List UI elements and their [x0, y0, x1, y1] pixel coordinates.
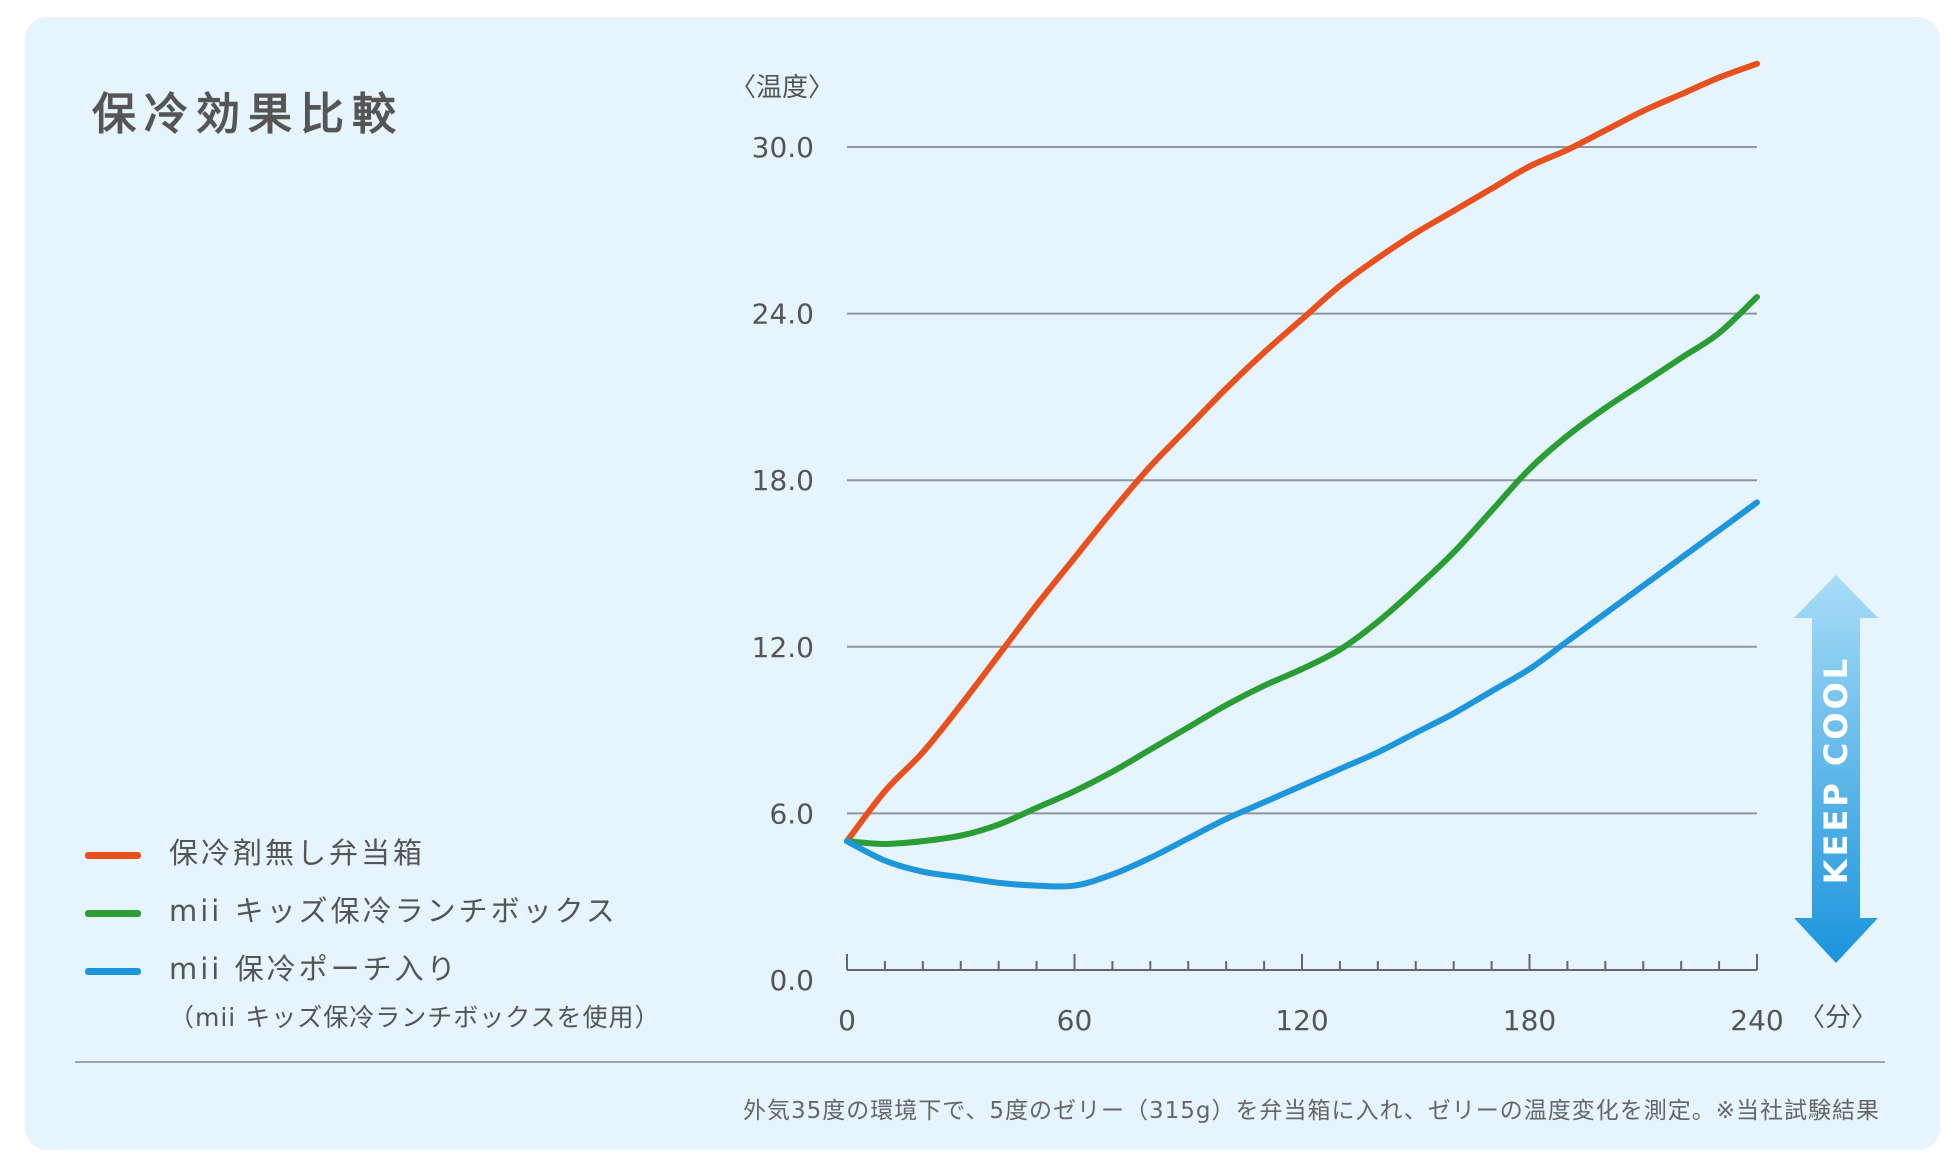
- x-tick-label: 120: [1275, 1004, 1328, 1037]
- y-axis-label: 〈温度〉: [730, 73, 834, 103]
- y-tick-label: 24.0: [752, 298, 814, 331]
- chart-series: [844, 60, 1760, 890]
- keep-cool-badge: KEEP COOL: [1794, 575, 1878, 963]
- legend-label: 保冷剤無し弁当箱: [169, 836, 426, 870]
- page-title: 保冷効果比較: [92, 89, 404, 140]
- footnote: 外気35度の環境下で、5度のゼリー（315g）を弁当箱に入れ、ゼリーの温度変化を…: [743, 1098, 1880, 1124]
- x-axis: [846, 954, 1758, 971]
- y-tick-label: 18.0: [752, 464, 814, 497]
- x-tick-label: 240: [1730, 1004, 1783, 1037]
- legend-sub-note: （mii キッズ保冷ランチボックスを使用）: [169, 1003, 661, 1032]
- legend-swatch-orange: [85, 852, 141, 859]
- x-tick-label: 60: [1057, 1004, 1093, 1037]
- chart-grid: [847, 146, 1757, 815]
- series-line-kids-lunchbox: [844, 293, 1760, 847]
- legend-swatch-blue: [85, 968, 141, 975]
- legend-label: mii キッズ保冷ランチボックス: [169, 894, 618, 928]
- series-line-cool-pouch: [844, 499, 1760, 890]
- legend-label: mii 保冷ポーチ入り: [169, 952, 459, 986]
- series-line-no-ice: [844, 60, 1760, 845]
- y-tick-label: 0.0: [769, 964, 814, 997]
- chart-panel: [25, 17, 1940, 1150]
- y-tick-label: 30.0: [752, 131, 814, 164]
- y-tick-label: 12.0: [752, 631, 814, 664]
- y-tick-labels: 0.0 6.0 12.0 18.0 24.0 30.0: [752, 131, 814, 997]
- keep-cool-arrow: [1794, 575, 1878, 963]
- x-tick-label: 180: [1503, 1004, 1556, 1037]
- x-axis-label: 〈分〉: [1799, 1003, 1877, 1033]
- legend-swatch-green: [85, 910, 141, 917]
- y-tick-label: 6.0: [769, 797, 814, 830]
- x-tick-labels: 0 60 120 180 240: [838, 1004, 1784, 1037]
- x-tick-label: 0: [838, 1004, 856, 1037]
- divider: [75, 1061, 1885, 1063]
- keep-cool-text: KEEP COOL: [1817, 656, 1855, 884]
